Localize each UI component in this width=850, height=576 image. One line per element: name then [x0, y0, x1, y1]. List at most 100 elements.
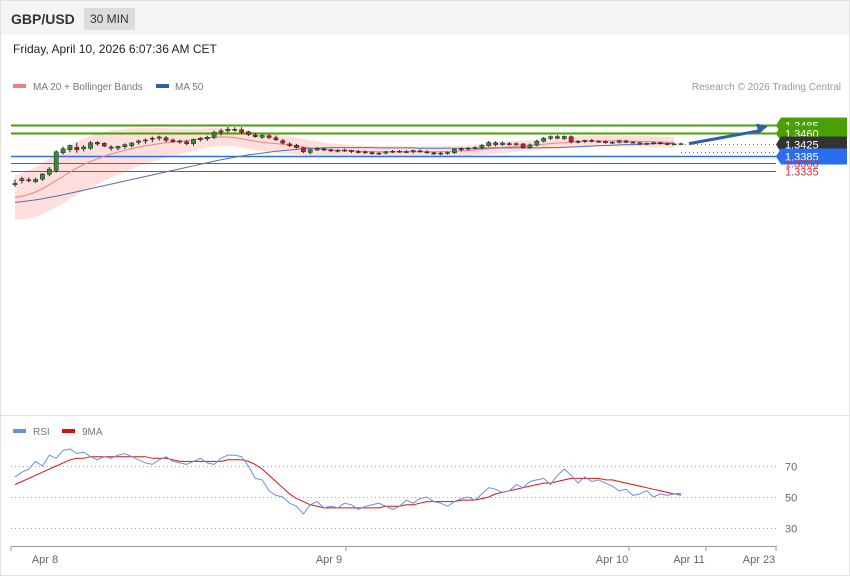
- candle-body: [555, 136, 560, 139]
- candle: [355, 150, 361, 154]
- target-arrow: [688, 123, 768, 146]
- candle-body: [184, 141, 189, 144]
- candle: [623, 139, 629, 144]
- candle-body: [458, 148, 464, 151]
- candle-body: [163, 137, 169, 141]
- candle-body: [349, 150, 354, 152]
- candle-body: [280, 140, 286, 144]
- candle: [40, 173, 45, 181]
- candle: [143, 138, 148, 144]
- candle-body: [170, 139, 176, 142]
- candle: [472, 146, 478, 150]
- candle: [122, 143, 128, 149]
- candle: [239, 127, 244, 134]
- candle: [349, 149, 354, 154]
- candle-body: [314, 147, 320, 151]
- candle-body: [307, 149, 313, 153]
- ma20-legend-swatch: [13, 84, 26, 88]
- x-tick-apr-10: Apr 10: [596, 554, 628, 566]
- candle: [452, 148, 457, 154]
- x-tick-apr-9: Apr 9: [316, 554, 342, 566]
- candle: [561, 135, 567, 140]
- symbol-label: GBP/USD: [11, 11, 75, 27]
- candle: [582, 139, 588, 144]
- level-tag-1.3385-bg: [776, 148, 847, 165]
- candle: [170, 138, 176, 143]
- candle-body: [74, 147, 80, 150]
- candle-body: [273, 137, 279, 140]
- candle: [568, 135, 574, 144]
- candle: [383, 150, 389, 155]
- candle-body: [204, 137, 210, 140]
- candle: [410, 149, 416, 154]
- candle-body: [376, 152, 382, 155]
- candle: [335, 149, 341, 153]
- x-axis: Apr 8 Apr 9 Apr 10 Apr 11 Apr 23: [10, 546, 777, 566]
- candle: [184, 139, 189, 146]
- candle: [520, 143, 526, 149]
- candle-body: [232, 129, 238, 131]
- candle: [500, 141, 505, 146]
- candle-body: [198, 137, 203, 140]
- candle: [259, 133, 265, 139]
- candle-body: [486, 142, 492, 147]
- candle-body: [19, 178, 25, 181]
- candle-body: [507, 143, 512, 145]
- candle: [678, 142, 684, 145]
- candle: [390, 150, 395, 154]
- candle-body: [438, 152, 444, 155]
- candle-body: [596, 140, 601, 143]
- candle: [664, 142, 670, 146]
- ma20-legend-label: MA 20 + Bollinger Bands: [33, 82, 143, 93]
- candle-body: [143, 139, 148, 142]
- candle: [136, 139, 141, 145]
- candle: [321, 147, 327, 152]
- candle: [493, 141, 498, 147]
- candle: [513, 142, 519, 146]
- candle: [314, 146, 320, 151]
- candle: [424, 150, 430, 154]
- candle: [555, 135, 560, 140]
- candle: [156, 135, 162, 141]
- candle-body: [191, 139, 196, 144]
- candle: [12, 179, 18, 187]
- candle-body: [417, 150, 423, 153]
- candle: [95, 141, 100, 146]
- candle: [362, 150, 368, 154]
- candle-body: [95, 142, 100, 145]
- candle-body: [149, 137, 155, 140]
- candle: [479, 143, 485, 150]
- candle: [465, 146, 471, 151]
- candle: [369, 151, 375, 155]
- x-tick-apr-11: Apr 11: [673, 554, 705, 566]
- rsi-tick-30: 30: [785, 524, 797, 536]
- candle: [534, 139, 540, 147]
- candle-body: [362, 151, 368, 154]
- candle-body: [678, 143, 684, 145]
- candle-body: [81, 146, 87, 150]
- rsi-ma-line: [14, 456, 681, 509]
- candle: [609, 141, 615, 144]
- candle-body: [479, 145, 485, 148]
- candle: [404, 150, 409, 154]
- candle-body: [287, 143, 292, 146]
- timeframe-button[interactable]: 30 MIN: [84, 8, 135, 30]
- candle: [53, 150, 59, 173]
- candle-body: [589, 140, 595, 142]
- candle-body: [582, 140, 588, 142]
- candle-body: [321, 148, 327, 151]
- candle: [280, 139, 286, 145]
- candle: [458, 147, 464, 152]
- level-tag-1.3385: 1.3385: [785, 152, 819, 164]
- rsi-panel: 70 50 30: [11, 448, 797, 536]
- rsi-legend-label: RSI: [33, 427, 50, 438]
- candle: [26, 177, 32, 183]
- candle-body: [424, 151, 430, 154]
- candle: [67, 144, 73, 153]
- candle: [630, 141, 636, 144]
- candle: [644, 142, 650, 146]
- candle: [637, 141, 643, 145]
- candle: [603, 140, 608, 144]
- ma50-legend-label: MA 50: [175, 82, 204, 93]
- candle: [218, 128, 224, 136]
